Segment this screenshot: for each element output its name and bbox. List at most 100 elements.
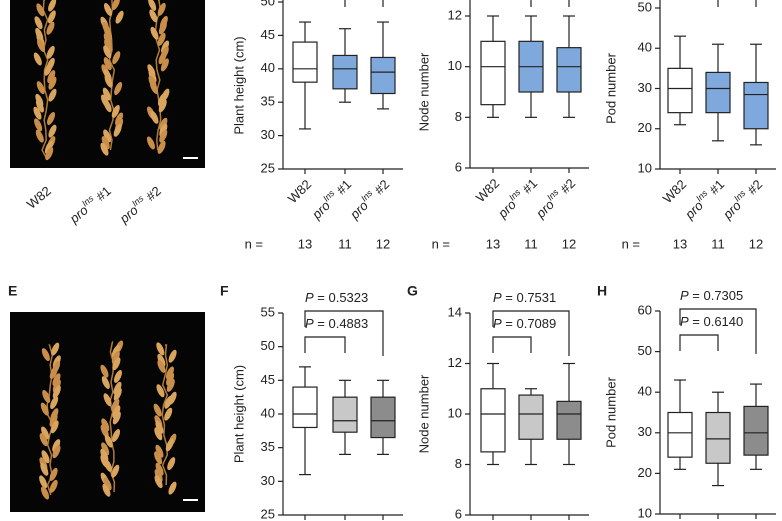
pod xyxy=(103,477,112,491)
pod xyxy=(103,45,112,59)
y-axis-label: Plant height (cm) xyxy=(231,365,246,463)
pod xyxy=(101,418,110,432)
box xyxy=(667,67,693,114)
pod xyxy=(114,82,123,95)
y-tick-label: 40 xyxy=(261,60,275,75)
y-tick-label: 30 xyxy=(638,424,652,439)
pod xyxy=(154,469,163,483)
p-value: = 0.7305 xyxy=(689,288,744,303)
pod xyxy=(102,87,111,101)
pod xyxy=(47,70,56,84)
pod xyxy=(40,462,49,476)
y-tick-label: 40 xyxy=(261,405,275,420)
pod xyxy=(37,39,46,52)
pod xyxy=(104,74,113,88)
pod xyxy=(42,389,51,403)
pod xyxy=(52,373,61,387)
pod xyxy=(159,129,168,143)
pod xyxy=(113,381,122,395)
pod xyxy=(48,0,57,12)
x-tick-label: proIns #2 xyxy=(531,174,578,221)
pod xyxy=(156,384,165,398)
pod xyxy=(111,344,120,358)
comparison-bracket xyxy=(679,308,757,354)
x-tick-label: proIns #1 xyxy=(493,174,540,221)
y-tick-label: 30 xyxy=(638,80,652,95)
label-suffix: #1 xyxy=(91,183,114,206)
pod xyxy=(103,99,112,113)
pod xyxy=(33,52,42,66)
pod xyxy=(39,433,48,447)
pod xyxy=(103,129,112,143)
n-value: 13 xyxy=(673,236,687,251)
n-value: 12 xyxy=(562,236,576,251)
pod xyxy=(45,147,54,161)
label-main: W82 xyxy=(473,176,503,206)
p-symbol: P xyxy=(305,316,314,331)
pod xyxy=(39,475,48,489)
p-symbol: P xyxy=(305,290,314,305)
pod xyxy=(100,424,109,438)
box xyxy=(332,54,358,90)
pod xyxy=(154,427,163,441)
pod xyxy=(103,57,112,71)
y-tick-label: 10 xyxy=(448,405,462,420)
pod xyxy=(52,445,61,459)
stem xyxy=(41,0,49,161)
pod xyxy=(52,379,61,393)
x-tick-label: proIns #1 xyxy=(680,175,727,222)
x-tick-label: proIns #2 xyxy=(345,175,392,222)
y-tick-label: 40 xyxy=(638,40,652,55)
comparison-label: P = 0.4883 xyxy=(305,316,368,331)
photo-label: proIns #2 xyxy=(115,182,164,227)
box xyxy=(480,40,506,106)
n-value: 12 xyxy=(376,236,390,251)
label-suffix: #2 xyxy=(141,183,164,206)
y-tick-label: 50 xyxy=(261,0,275,8)
n-value: 13 xyxy=(298,236,312,251)
y-tick-label: 55 xyxy=(261,304,275,319)
pod xyxy=(157,140,166,154)
panel-label: H xyxy=(597,283,607,299)
pod xyxy=(48,76,57,90)
pod xyxy=(149,9,158,23)
pod xyxy=(103,393,112,407)
comparison-bracket xyxy=(492,310,570,356)
box xyxy=(480,388,506,453)
y-tick-label: 6 xyxy=(455,506,462,521)
pod xyxy=(52,439,61,453)
pod xyxy=(149,81,159,95)
comparison-label: P = 0.7089 xyxy=(493,316,556,331)
pod xyxy=(49,413,58,427)
x-tick-label: W82 xyxy=(473,176,503,206)
y-tick-label: 12 xyxy=(448,7,462,22)
box xyxy=(556,47,582,93)
pod xyxy=(34,118,43,132)
pod xyxy=(112,357,121,371)
y-tick-label: 25 xyxy=(261,506,275,521)
pod xyxy=(164,395,173,409)
pod xyxy=(148,69,157,83)
p-symbol: P xyxy=(493,290,502,305)
box xyxy=(370,56,396,95)
x-tick-label: W82 xyxy=(660,177,690,207)
pod xyxy=(168,481,177,495)
box xyxy=(556,400,582,440)
box xyxy=(332,396,358,433)
p-value: = 0.7089 xyxy=(502,316,557,331)
n-value: 12 xyxy=(749,236,763,251)
box xyxy=(518,394,544,440)
pod xyxy=(165,366,174,380)
pod xyxy=(48,88,57,102)
y-axis-label: Pod number xyxy=(603,52,618,123)
pod xyxy=(168,349,177,363)
box xyxy=(667,411,693,458)
pod xyxy=(103,3,113,16)
p-value: = 0.4883 xyxy=(314,316,369,331)
pod xyxy=(164,407,173,421)
comparison-bracket xyxy=(304,336,346,353)
pod xyxy=(155,444,164,458)
pod xyxy=(44,141,53,154)
pod xyxy=(51,342,60,356)
box xyxy=(292,41,318,83)
